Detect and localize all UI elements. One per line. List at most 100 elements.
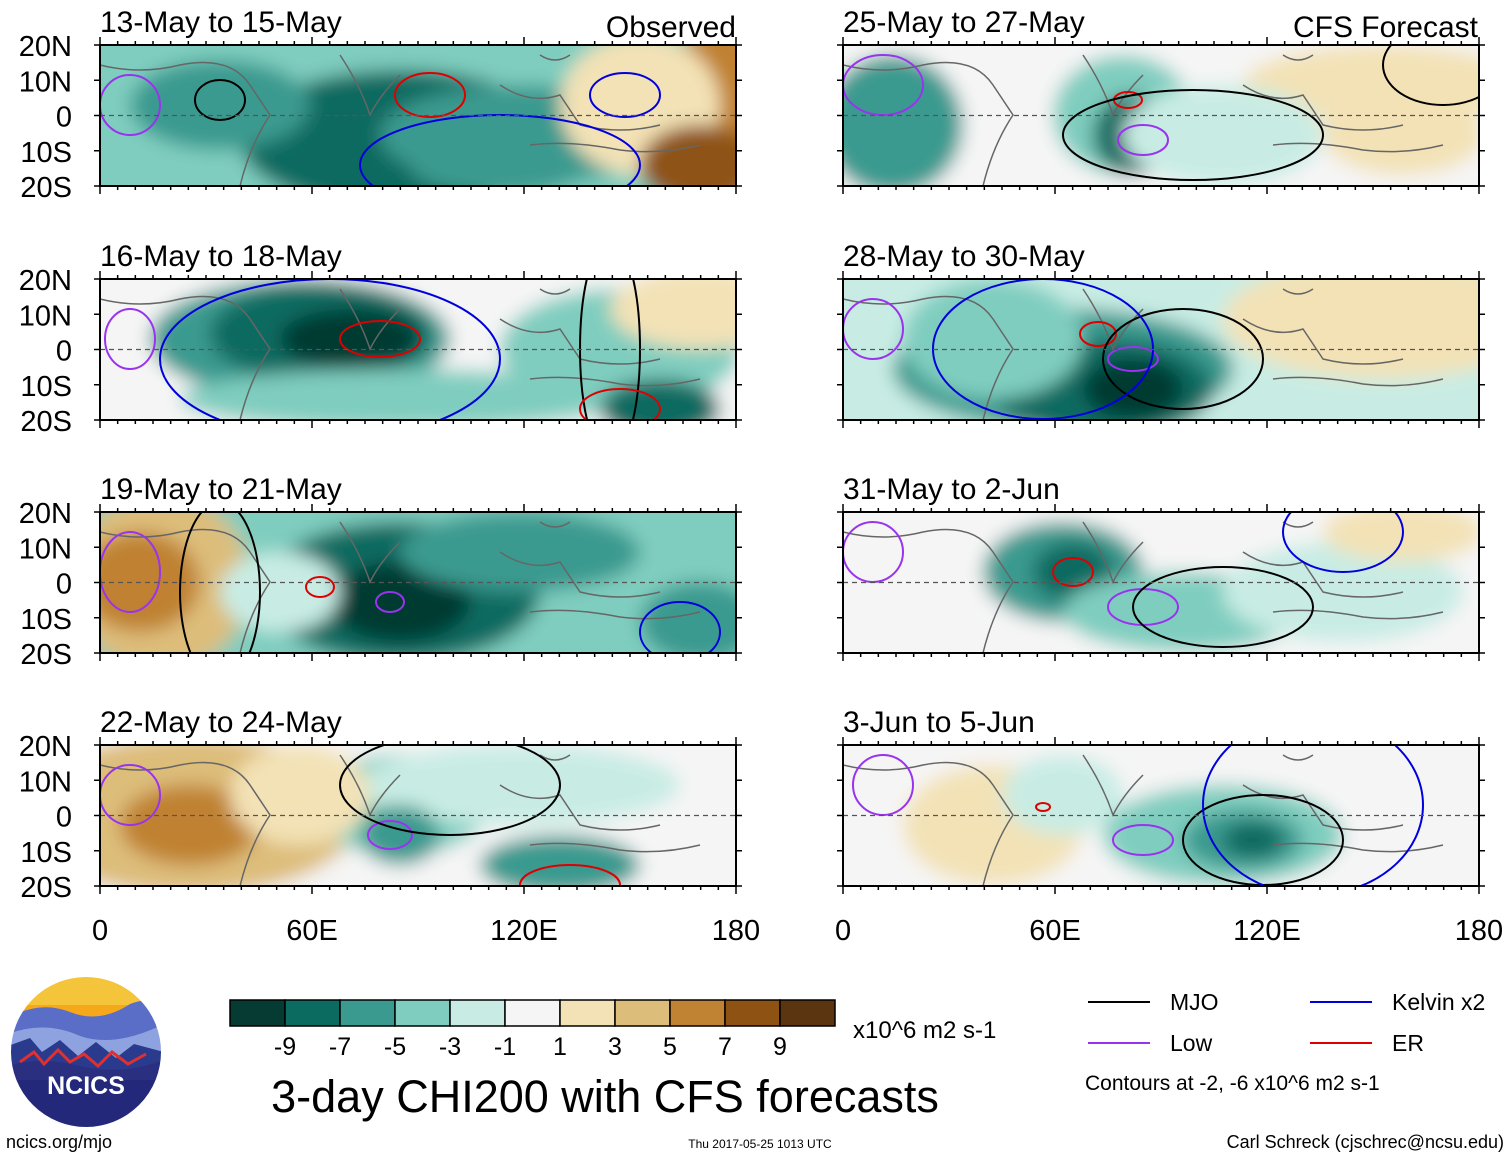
lon-label: 120E bbox=[1233, 915, 1301, 947]
lon-label: 180 bbox=[712, 915, 760, 947]
colorbar-label: -1 bbox=[494, 1033, 516, 1061]
contour-line bbox=[375, 591, 405, 613]
anomaly-region bbox=[903, 279, 1083, 399]
lat-label: 10N bbox=[19, 533, 72, 565]
contour-line bbox=[1112, 824, 1174, 856]
lon-label: 0 bbox=[92, 915, 108, 947]
contour-line bbox=[1382, 45, 1479, 106]
colorbar-swatch bbox=[779, 999, 836, 1027]
legend-label-er: ER bbox=[1392, 1030, 1424, 1056]
contour-line bbox=[100, 764, 161, 826]
contour-line bbox=[589, 72, 661, 118]
colorbar-label: 3 bbox=[608, 1033, 622, 1061]
legend: MJO Kelvin x2 Low ER Contours at -2, -6 … bbox=[1085, 989, 1485, 1095]
lat-label: 0 bbox=[56, 802, 72, 834]
anomaly-region bbox=[640, 582, 736, 653]
anomaly-field bbox=[100, 745, 736, 886]
contour-line bbox=[1132, 566, 1314, 648]
colorbar-swatch bbox=[284, 999, 341, 1027]
coastlines bbox=[843, 54, 1444, 186]
lat-label: 20S bbox=[20, 406, 72, 438]
colorbar-swatch bbox=[559, 999, 616, 1027]
contour-line bbox=[367, 820, 413, 850]
lat-label: 0 bbox=[56, 102, 72, 134]
logo-text: NCICS bbox=[47, 1072, 125, 1100]
map-panel-p6: 28-May to 30-May bbox=[837, 240, 1485, 428]
anomaly-region bbox=[360, 805, 440, 865]
colorbar-swatch bbox=[614, 999, 671, 1027]
anomaly-region bbox=[400, 512, 640, 592]
contour-line bbox=[100, 74, 161, 136]
map-panel-p5: 25-May to 27-May bbox=[837, 6, 1485, 194]
coastlines bbox=[843, 521, 1444, 653]
contour-line bbox=[1052, 557, 1094, 587]
coastlines bbox=[100, 754, 701, 886]
colorbar-swatch bbox=[339, 999, 396, 1027]
contour-line bbox=[1062, 89, 1324, 181]
legend-label-low: Low bbox=[1170, 1030, 1213, 1056]
anomaly-region bbox=[640, 125, 736, 186]
colorbar-label: -5 bbox=[384, 1033, 406, 1061]
anomaly-region bbox=[1223, 279, 1479, 379]
footer-url[interactable]: ncics.org/mjo bbox=[6, 1132, 112, 1152]
lon-label: 0 bbox=[835, 915, 851, 947]
forecast-label: CFS Forecast bbox=[1293, 11, 1479, 44]
anomaly-region bbox=[220, 552, 340, 632]
panel-title: 22-May to 24-May bbox=[100, 706, 342, 739]
colorbar-swatch bbox=[394, 999, 451, 1027]
anomaly-region bbox=[1223, 542, 1463, 642]
contour-line bbox=[639, 601, 721, 653]
contour-line bbox=[339, 745, 561, 836]
anomaly-region bbox=[1323, 95, 1479, 175]
map-panel-p7: 31-May to 2-Jun bbox=[837, 473, 1485, 661]
legend-label-mjo: MJO bbox=[1170, 989, 1219, 1015]
lat-label: 20S bbox=[20, 872, 72, 904]
colorbar-swatch bbox=[504, 999, 561, 1027]
lat-label: 10S bbox=[20, 371, 72, 403]
contour-line bbox=[1102, 308, 1264, 410]
colorbar-units: x10^6 m2 s-1 bbox=[853, 1017, 996, 1044]
contour-line bbox=[104, 308, 156, 370]
anomaly-region bbox=[1323, 512, 1479, 562]
lon-label: 120E bbox=[490, 915, 558, 947]
anomaly-region bbox=[1123, 85, 1323, 185]
lat-label: 10S bbox=[20, 604, 72, 636]
panel-title: 13-May to 15-May bbox=[100, 6, 342, 39]
coastlines bbox=[100, 521, 701, 653]
contour-line bbox=[1107, 346, 1159, 372]
lat-label: 0 bbox=[56, 336, 72, 368]
colorbar-label: 5 bbox=[663, 1033, 677, 1061]
lat-label: 20N bbox=[19, 31, 72, 63]
colorbar-label: 9 bbox=[773, 1033, 787, 1061]
lat-label: 0 bbox=[56, 569, 72, 601]
contour-line bbox=[1035, 802, 1051, 812]
contour-line bbox=[1282, 512, 1404, 573]
colorbar-label: -7 bbox=[329, 1033, 351, 1061]
anomaly-region bbox=[120, 785, 260, 865]
lat-label: 10N bbox=[19, 66, 72, 98]
colorbar-swatch bbox=[449, 999, 506, 1027]
lat-label: 20N bbox=[19, 498, 72, 530]
anomaly-region bbox=[843, 55, 963, 186]
map-panel-p8: 3-Jun to 5-Jun 0 60E 120E 180 bbox=[835, 706, 1503, 947]
panel-title: 31-May to 2-Jun bbox=[843, 473, 1060, 506]
contour-line bbox=[1117, 124, 1169, 156]
lat-label: 20N bbox=[19, 731, 72, 763]
lat-label: 10S bbox=[20, 137, 72, 169]
anomaly-region bbox=[180, 369, 620, 420]
contour-line bbox=[159, 279, 501, 420]
legend-label-kelvin: Kelvin x2 bbox=[1392, 989, 1485, 1015]
contour-line bbox=[194, 79, 246, 121]
anomaly-field bbox=[843, 512, 1479, 653]
lat-label: 20S bbox=[20, 172, 72, 204]
contour-line bbox=[1079, 321, 1117, 347]
coastlines bbox=[100, 54, 701, 186]
lon-label: 60E bbox=[1029, 915, 1081, 947]
panel-title: 19-May to 21-May bbox=[100, 473, 342, 506]
colorbar-label: 7 bbox=[718, 1033, 732, 1061]
anomaly-region bbox=[230, 745, 370, 845]
